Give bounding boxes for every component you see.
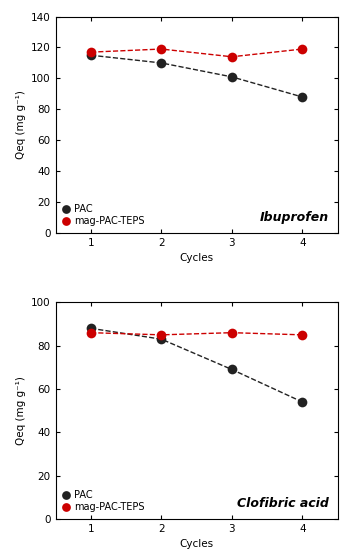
Line: mag-PAC-TEPS: mag-PAC-TEPS bbox=[86, 44, 307, 62]
PAC bbox=[230, 366, 234, 373]
PAC bbox=[89, 52, 93, 59]
Text: Ibuprofen: Ibuprofen bbox=[260, 211, 329, 225]
Line: PAC: PAC bbox=[86, 323, 307, 407]
Y-axis label: Qeq (mg g⁻¹): Qeq (mg g⁻¹) bbox=[16, 91, 25, 160]
X-axis label: Cycles: Cycles bbox=[180, 539, 214, 549]
Legend: PAC, mag-PAC-TEPS: PAC, mag-PAC-TEPS bbox=[61, 488, 147, 514]
Y-axis label: Qeq (mg g⁻¹): Qeq (mg g⁻¹) bbox=[16, 376, 26, 445]
Line: PAC: PAC bbox=[86, 50, 307, 102]
mag-PAC-TEPS bbox=[300, 46, 304, 52]
PAC bbox=[159, 336, 164, 342]
PAC bbox=[300, 94, 304, 100]
mag-PAC-TEPS bbox=[230, 330, 234, 336]
Legend: PAC, mag-PAC-TEPS: PAC, mag-PAC-TEPS bbox=[61, 203, 147, 228]
PAC bbox=[89, 325, 93, 332]
mag-PAC-TEPS bbox=[230, 54, 234, 60]
mag-PAC-TEPS bbox=[89, 330, 93, 336]
Text: Clofibric acid: Clofibric acid bbox=[237, 497, 329, 510]
X-axis label: Cycles: Cycles bbox=[180, 253, 214, 263]
Line: mag-PAC-TEPS: mag-PAC-TEPS bbox=[86, 328, 307, 339]
PAC bbox=[230, 73, 234, 80]
mag-PAC-TEPS bbox=[300, 332, 304, 338]
PAC bbox=[159, 60, 164, 66]
mag-PAC-TEPS bbox=[89, 49, 93, 55]
mag-PAC-TEPS bbox=[159, 46, 164, 52]
PAC bbox=[300, 399, 304, 405]
mag-PAC-TEPS bbox=[159, 332, 164, 338]
